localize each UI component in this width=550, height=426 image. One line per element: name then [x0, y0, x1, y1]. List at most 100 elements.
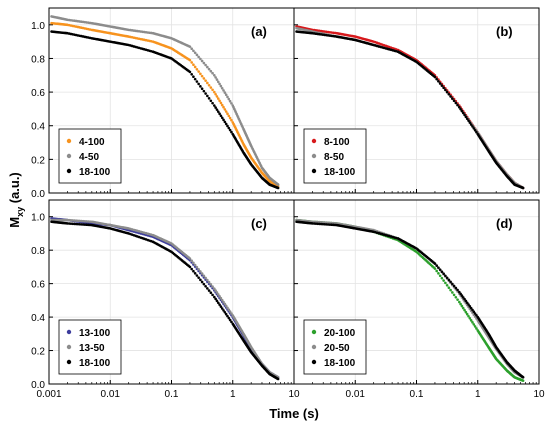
chart-panel: 0.0 0.2 0.4 0.6 0.8 1.0 0.001 0.01 0.1 1 10 (c) 13-1…	[31, 199, 300, 400]
data-point	[452, 284, 456, 288]
data-point	[452, 293, 456, 297]
data-point	[472, 127, 476, 130]
data-point	[444, 281, 447, 285]
data-point	[228, 99, 232, 103]
data-point	[442, 279, 445, 282]
data-point	[223, 302, 227, 306]
data-point	[469, 319, 473, 322]
legend-label: 18-100	[324, 167, 356, 178]
data-point	[228, 128, 232, 132]
legend-label: 4-100	[79, 137, 105, 148]
data-point	[433, 267, 437, 270]
y-tick-label: 0.2	[31, 347, 45, 358]
data-point	[192, 49, 195, 53]
data-point	[195, 67, 199, 71]
legend-label: 20-50	[324, 343, 350, 354]
data-point	[193, 77, 197, 81]
data-point	[204, 63, 207, 67]
data-point	[197, 267, 200, 271]
data-point	[207, 67, 211, 71]
data-point	[468, 121, 472, 124]
data-point	[188, 58, 192, 62]
data-point	[214, 297, 217, 301]
data-point	[433, 75, 437, 79]
data-point	[192, 63, 195, 67]
data-point	[465, 312, 469, 316]
data-point	[214, 106, 217, 109]
data-point	[467, 314, 470, 318]
data-point	[211, 71, 214, 75]
data-point	[226, 124, 229, 128]
data-point	[207, 289, 211, 292]
data-point	[213, 295, 216, 299]
data-point	[213, 104, 216, 107]
data-point	[192, 261, 195, 265]
legend-marker	[311, 344, 317, 350]
data-point	[459, 292, 462, 296]
data-point	[461, 306, 465, 310]
data-point	[451, 291, 454, 294]
data-point	[447, 278, 451, 282]
data-point	[219, 296, 223, 300]
legend-marker	[311, 168, 317, 174]
panel-frame	[293, 7, 540, 194]
data-point	[475, 327, 478, 330]
data-point	[195, 80, 199, 83]
x-axis-label: Time (s)	[269, 406, 319, 421]
data-point	[454, 295, 458, 299]
data-point	[459, 107, 462, 111]
data-point	[521, 376, 525, 379]
data-point	[206, 65, 209, 69]
data-point	[215, 78, 219, 81]
data-point	[472, 323, 476, 326]
data-point	[206, 287, 209, 290]
x-tick-label: 1	[230, 389, 236, 400]
legend-marker	[311, 359, 317, 365]
data-point	[230, 320, 233, 324]
data-point	[468, 316, 472, 320]
data-point	[473, 325, 477, 328]
data-point	[206, 94, 209, 98]
data-point	[469, 306, 473, 310]
data-point	[204, 284, 207, 288]
data-point	[440, 276, 444, 280]
data-point	[197, 55, 200, 59]
data-point	[452, 99, 456, 103]
data-point	[195, 265, 199, 269]
data-point	[214, 92, 217, 96]
data-point	[190, 73, 193, 76]
data-point	[469, 123, 473, 126]
data-point	[220, 307, 224, 310]
data-point	[230, 118, 233, 122]
data-point	[215, 108, 219, 111]
data-point	[435, 77, 438, 81]
data-point	[207, 83, 211, 87]
data-point	[464, 299, 468, 303]
data-point	[435, 264, 438, 267]
data-point	[465, 117, 469, 121]
data-point	[190, 47, 193, 51]
data-point	[192, 269, 195, 273]
y-axis-label-unit: (a.u.)	[7, 172, 22, 207]
data-point	[215, 299, 219, 303]
data-point	[197, 276, 200, 279]
data-point	[202, 89, 206, 93]
data-point	[276, 183, 280, 186]
data-point	[276, 377, 280, 381]
data-point	[218, 99, 221, 103]
panels-group: 0.00.20.40.60.81.0 (a)4-1004-5018-100(b)8…	[31, 7, 545, 400]
data-point	[461, 296, 465, 299]
legend-marker	[311, 153, 317, 159]
data-point	[214, 289, 217, 292]
data-point	[227, 308, 231, 311]
x-tick-label: 1	[475, 389, 481, 400]
data-point	[471, 125, 474, 128]
data-point	[200, 272, 204, 275]
data-point	[222, 89, 225, 92]
data-point	[213, 287, 216, 290]
data-point	[226, 95, 229, 99]
data-point	[220, 116, 224, 120]
data-point	[444, 88, 447, 92]
data-point	[213, 73, 216, 77]
